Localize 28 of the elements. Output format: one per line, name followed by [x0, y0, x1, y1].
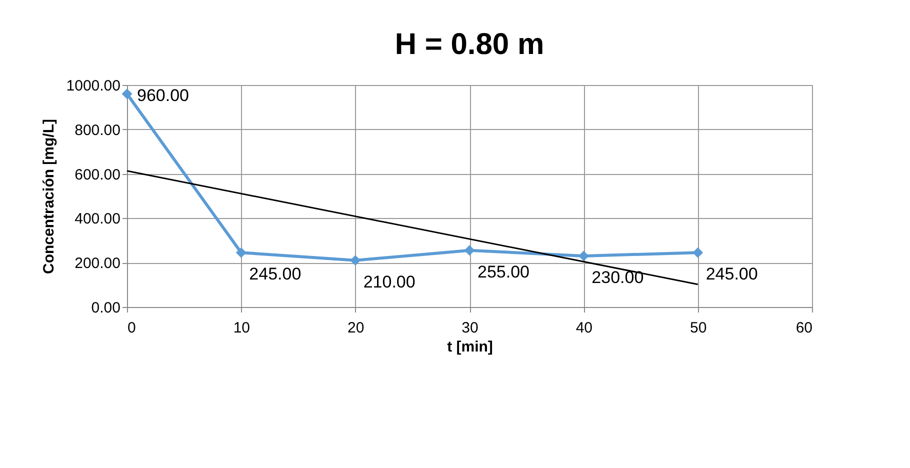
y-tick-label: 1000.00	[66, 78, 120, 94]
data-label: 960.00	[137, 86, 189, 105]
point	[464, 245, 475, 256]
point	[692, 247, 704, 258]
x-tick-label: 20	[347, 320, 364, 336]
point	[578, 250, 589, 262]
data-label: 245.00	[706, 264, 758, 284]
point	[122, 88, 132, 100]
x-tick-label: 60	[796, 320, 812, 336]
x-tick-label: 10	[233, 320, 250, 336]
data-label: 245.00	[249, 264, 302, 284]
x-tick-label: 30	[462, 320, 478, 336]
y-tick-label: 0.00	[91, 300, 120, 316]
point	[236, 247, 246, 258]
point	[350, 255, 361, 266]
y-tick-label: 600.00	[74, 166, 120, 184]
y-tick-label: 200.00	[74, 255, 120, 272]
data-label: 230.00	[592, 268, 644, 287]
data-label: 255.00	[478, 262, 530, 282]
data-label: 210.00	[363, 272, 416, 292]
chart-title: H = 0.80 m	[394, 28, 544, 61]
y-tick-label: 400.00	[74, 210, 120, 228]
x-tick-label: 0	[128, 320, 136, 336]
x-tick-label: 40	[576, 320, 593, 336]
y-axis-title: Concentración [mg/L]	[40, 118, 58, 274]
y-tick-label: 800.00	[74, 122, 120, 139]
x-axis-title: t [min]	[447, 338, 493, 356]
x-tick-label: 50	[690, 320, 707, 336]
